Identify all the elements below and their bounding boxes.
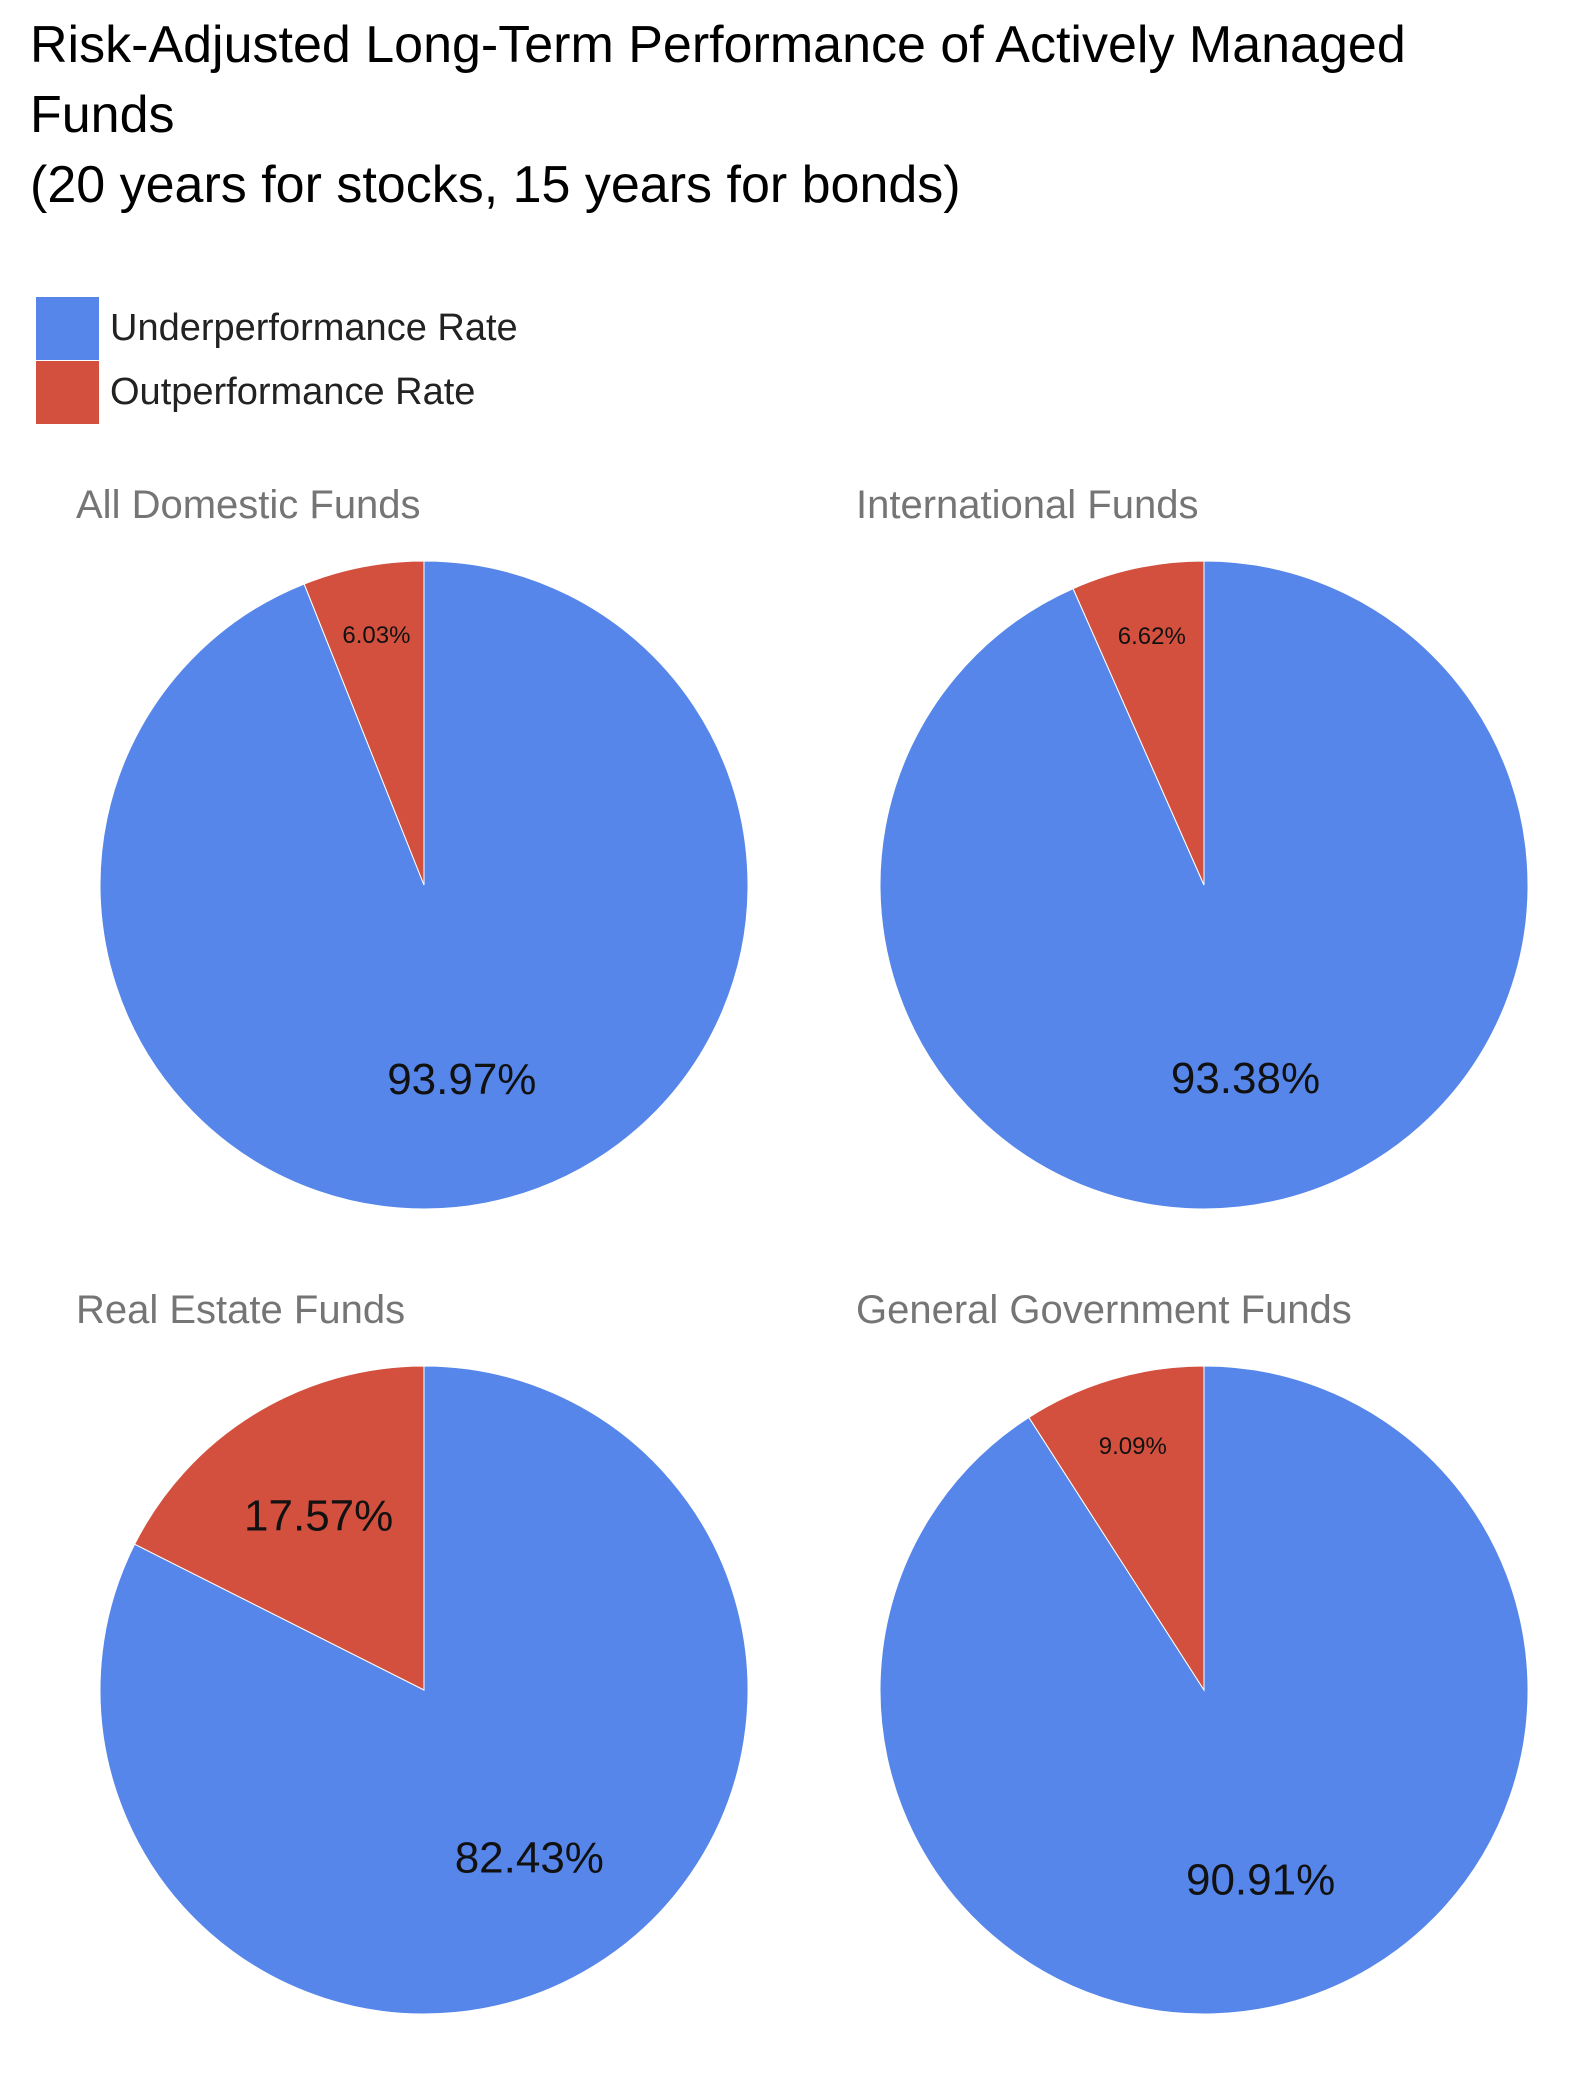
pie-panel-real-estate: Real Estate Funds 82.43% 17.57%	[36, 1285, 816, 2085]
legend-label-underperformance: Underperformance Rate	[110, 307, 518, 349]
pie-panel-general-government: General Government Funds 90.91% 9.09%	[816, 1285, 1590, 2085]
pie-data-label-outperformance-rate: 6.62%	[1118, 623, 1186, 650]
pie-panel-international: International Funds 93.38% 6.62%	[816, 480, 1590, 1280]
pie-panel-all-domestic: All Domestic Funds 93.97% 6.03%	[36, 480, 816, 1280]
pie-slice-outperformance-rate	[133, 1365, 425, 1691]
pie-data-label-underperformance-rate: 82.43%	[455, 1834, 604, 1883]
pie-slice-outperformance-rate	[303, 560, 425, 886]
pie-slice-outperformance-rate	[1072, 560, 1205, 886]
pie-title-general-government: General Government Funds	[856, 1288, 1352, 1332]
legend-swatch-outperformance	[36, 361, 99, 424]
pie-data-label-underperformance-rate: 90.91%	[1186, 1855, 1335, 1904]
pie-data-label-outperformance-rate: 6.03%	[342, 622, 410, 649]
chart-title-line-2: Funds	[30, 86, 175, 144]
legend-swatch-underperformance	[36, 297, 99, 360]
pie-data-label-outperformance-rate: 9.09%	[1099, 1433, 1167, 1460]
legend-label-outperformance: Outperformance Rate	[110, 371, 476, 413]
pie-title-real-estate: Real Estate Funds	[76, 1288, 406, 1332]
pie-chart-all-domestic: 93.97% 6.03%	[99, 560, 749, 1210]
pie-data-label-outperformance-rate: 17.57%	[244, 1492, 393, 1541]
pie-chart-international: 93.38% 6.62%	[879, 560, 1529, 1210]
chart-title-line-1: Risk-Adjusted Long-Term Performance of A…	[30, 16, 1406, 74]
pie-slice-outperformance-rate	[1028, 1365, 1205, 1692]
pie-chart-real-estate: 82.43% 17.57%	[99, 1365, 749, 2015]
pie-chart-general-government: 90.91% 9.09%	[879, 1365, 1529, 2015]
chart-title-line-3: (20 years for stocks, 15 years for bonds…	[30, 156, 961, 214]
pie-title-international: International Funds	[856, 483, 1199, 527]
pie-data-label-underperformance-rate: 93.97%	[387, 1055, 536, 1104]
chart-title: Risk-Adjusted Long-Term Performance of A…	[30, 10, 1530, 220]
pie-title-all-domestic: All Domestic Funds	[76, 483, 421, 527]
pie-data-label-underperformance-rate: 93.38%	[1171, 1054, 1320, 1103]
